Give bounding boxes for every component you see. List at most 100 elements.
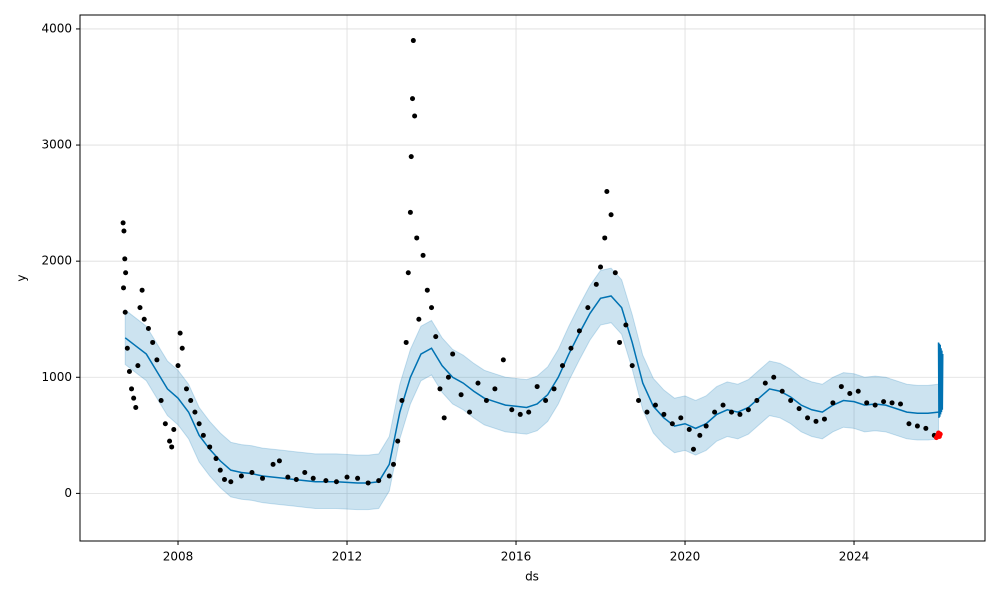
data-point xyxy=(420,252,426,258)
data-point xyxy=(559,363,565,369)
data-point xyxy=(598,264,604,270)
data-point xyxy=(697,432,703,438)
data-point xyxy=(517,411,523,417)
data-point xyxy=(855,388,861,394)
data-point xyxy=(585,305,591,311)
data-point xyxy=(576,328,582,334)
data-point xyxy=(906,421,912,427)
data-point xyxy=(133,404,139,410)
data-point xyxy=(475,380,481,386)
data-point xyxy=(796,406,802,412)
data-point xyxy=(285,474,291,480)
data-point xyxy=(937,431,943,437)
forecast-line xyxy=(937,342,944,418)
data-point xyxy=(408,154,414,160)
data-point xyxy=(154,357,160,363)
data-point xyxy=(376,478,382,484)
data-point xyxy=(652,402,658,408)
data-point xyxy=(150,339,156,345)
x-tick-label: 2024 xyxy=(839,550,870,564)
forecast-line xyxy=(124,295,939,484)
data-point xyxy=(410,96,416,102)
data-point xyxy=(249,469,255,475)
data-point xyxy=(762,380,768,386)
data-point xyxy=(568,345,574,351)
data-point xyxy=(889,400,895,406)
x-axis-label: ds xyxy=(525,570,539,584)
data-point xyxy=(923,425,929,431)
data-point xyxy=(669,421,675,427)
data-point xyxy=(690,446,696,452)
x-tick-label: 2016 xyxy=(501,550,532,564)
data-point xyxy=(593,281,599,287)
plot-area xyxy=(80,15,985,541)
data-point xyxy=(395,438,401,444)
marks xyxy=(120,38,944,511)
data-point xyxy=(179,345,185,351)
data-point xyxy=(228,479,234,485)
data-point xyxy=(433,334,439,340)
data-point xyxy=(175,363,181,369)
data-point xyxy=(830,400,836,406)
data-point xyxy=(728,409,734,415)
data-point xyxy=(543,398,549,404)
data-point xyxy=(636,398,642,404)
data-point xyxy=(897,401,903,407)
data-point xyxy=(847,391,853,397)
x-tick-label: 2020 xyxy=(670,550,701,564)
data-point xyxy=(492,386,498,392)
data-point xyxy=(712,409,718,415)
data-point xyxy=(131,395,137,401)
data-point xyxy=(188,398,194,404)
data-point xyxy=(754,398,760,404)
data-point xyxy=(145,326,151,332)
data-point xyxy=(500,357,506,363)
data-point xyxy=(333,479,339,485)
data-point xyxy=(458,392,464,398)
data-point xyxy=(158,398,164,404)
data-point xyxy=(445,374,451,380)
data-point xyxy=(207,444,213,450)
data-point xyxy=(604,188,610,194)
data-point xyxy=(737,411,743,417)
data-point xyxy=(171,427,177,433)
data-point xyxy=(365,480,371,486)
data-point xyxy=(137,305,143,311)
data-point xyxy=(414,235,420,241)
data-point xyxy=(293,476,299,482)
data-point xyxy=(121,228,127,234)
data-point xyxy=(509,407,515,413)
data-point xyxy=(122,256,128,262)
data-point xyxy=(121,285,127,291)
data-point xyxy=(813,418,819,424)
data-point xyxy=(788,398,794,404)
data-point xyxy=(123,270,129,276)
data-point xyxy=(167,438,173,444)
data-point xyxy=(602,235,608,241)
data-point xyxy=(221,476,227,482)
grid xyxy=(80,15,985,541)
y-tick-label: 3000 xyxy=(41,138,72,152)
y-tick-label: 1000 xyxy=(41,370,72,384)
data-point xyxy=(217,467,223,473)
data-point xyxy=(192,409,198,415)
data-point xyxy=(864,400,870,406)
data-point xyxy=(424,287,430,293)
data-point xyxy=(412,113,418,119)
data-point xyxy=(779,388,785,394)
data-point xyxy=(872,402,878,408)
data-point xyxy=(410,38,416,44)
data-point xyxy=(135,363,141,369)
data-point xyxy=(534,384,540,390)
data-point xyxy=(483,398,489,404)
data-point xyxy=(122,309,128,315)
data-point xyxy=(644,409,650,415)
data-point xyxy=(355,475,361,481)
data-point xyxy=(441,415,447,421)
data-point xyxy=(238,473,244,479)
data-point xyxy=(838,384,844,390)
data-point xyxy=(745,407,751,413)
data-point xyxy=(881,399,887,405)
data-point xyxy=(805,415,811,421)
